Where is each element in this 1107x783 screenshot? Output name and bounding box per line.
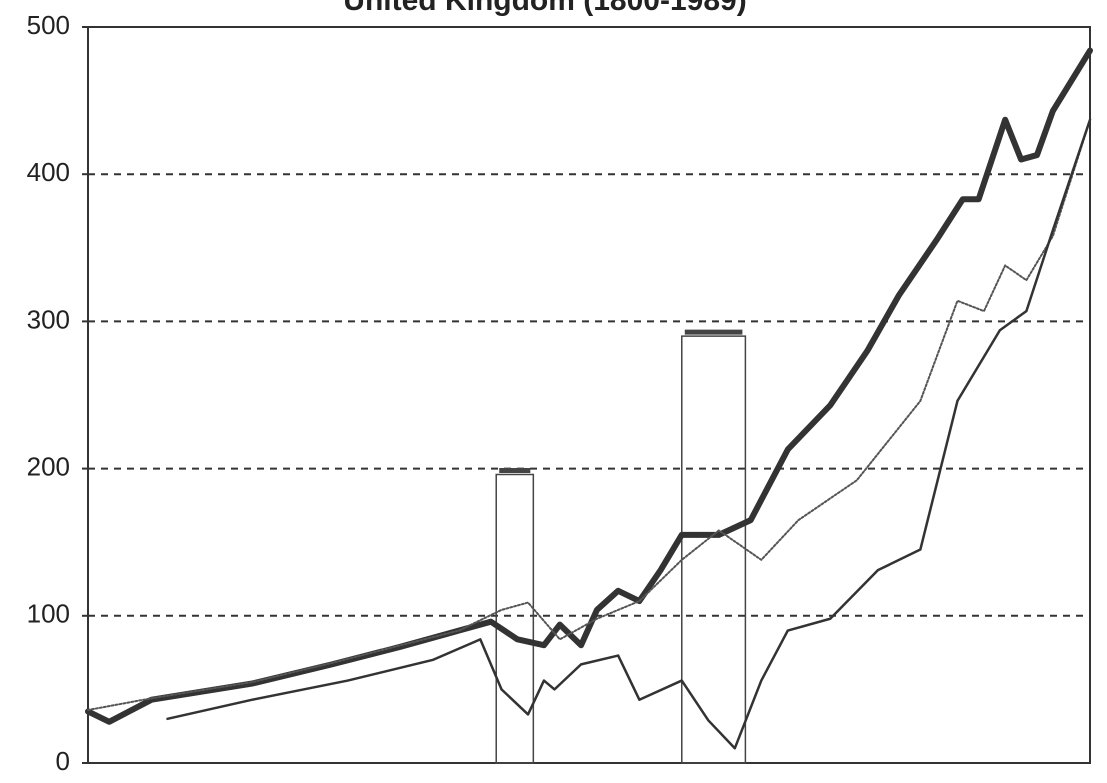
y-tick-label: 0 — [56, 746, 70, 776]
y-tick-label: 200 — [27, 451, 70, 481]
plot-frame — [87, 26, 1091, 764]
data-line — [87, 118, 1091, 712]
y-tick-label: 300 — [27, 304, 70, 334]
data-line — [85, 47, 1093, 725]
y-tick-label: 400 — [27, 157, 70, 187]
period-box — [495, 473, 535, 764]
y-tick-label: 500 — [27, 10, 70, 40]
y-tick-label: 100 — [27, 599, 70, 629]
chart-title: United Kingdom (1800-1989) — [343, 0, 746, 17]
data-line — [166, 118, 1092, 750]
period-box — [681, 335, 747, 764]
